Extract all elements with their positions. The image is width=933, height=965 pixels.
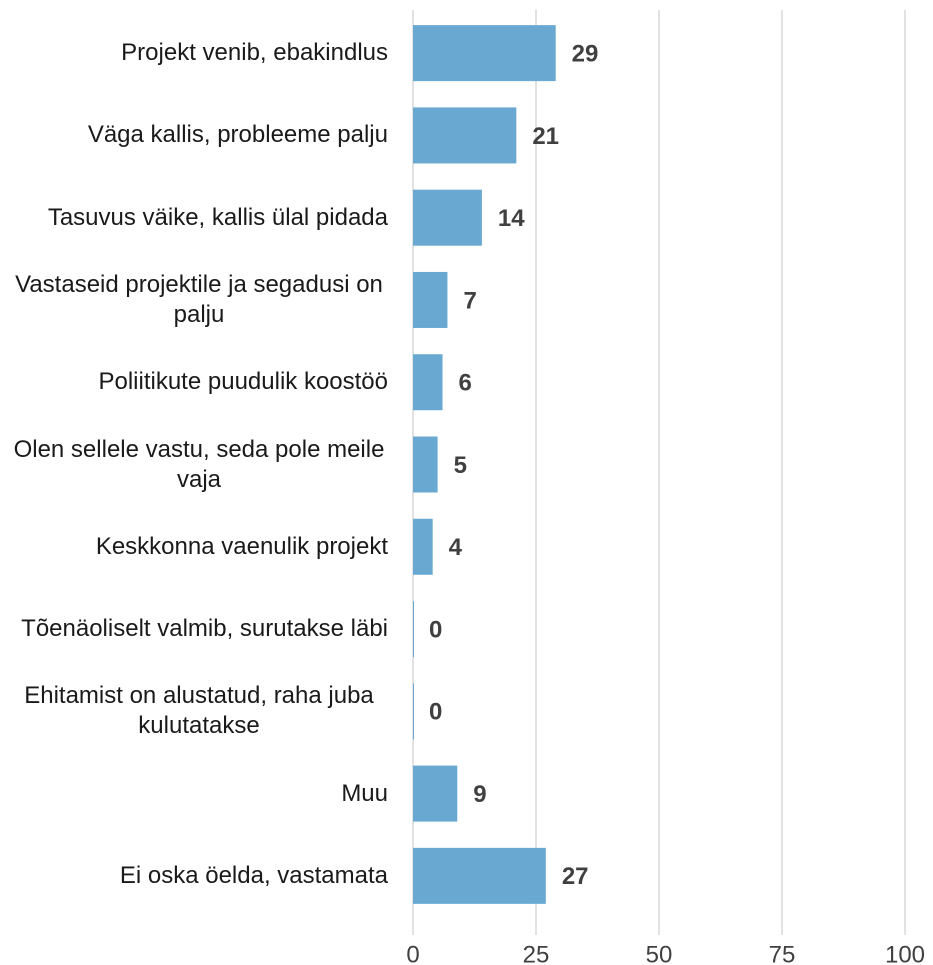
category-label: Tõenäoliselt valmib, surutakse läbi [21, 615, 388, 643]
bar [413, 271, 448, 328]
value-label: 6 [459, 370, 472, 397]
category-label: Keskkonna vaenulik projekt [95, 532, 388, 560]
category-label: Olen sellele vastu, seda pole meile vaja [13, 435, 385, 493]
value-label: 27 [562, 863, 589, 890]
value-label: 21 [532, 123, 559, 150]
value-label: 4 [449, 534, 463, 561]
x-tick-label: 100 [885, 941, 925, 965]
bar [413, 847, 546, 904]
value-label: 0 [429, 616, 442, 643]
value-label: 5 [454, 452, 467, 479]
category-label: Muu [341, 779, 388, 807]
category-label: Ehitamist on alustatud, raha juba kuluta… [24, 682, 374, 740]
bar [413, 354, 443, 411]
bar [413, 436, 438, 493]
category-label: Poliitikute puudulik koostöö [98, 368, 388, 396]
x-tick-label: 75 [769, 941, 796, 965]
category-label: Projekt venib, ebakindlus [121, 39, 388, 67]
value-label: 29 [572, 40, 599, 67]
value-label: 9 [473, 781, 486, 808]
bar [413, 189, 482, 246]
value-label: 7 [463, 287, 476, 314]
x-tick-label: 50 [646, 941, 673, 965]
bar [413, 107, 517, 164]
x-tick-label: 25 [523, 941, 550, 965]
value-label: 0 [429, 699, 442, 726]
bar [413, 518, 433, 575]
bar [413, 25, 556, 82]
category-label: Väga kallis, probleeme palju [87, 121, 388, 149]
bar [413, 683, 414, 740]
category-label: Tasuvus väike, kallis ülal pidada [47, 203, 388, 231]
category-label: Ei oska öelda, vastamata [119, 861, 388, 889]
bar [413, 601, 414, 658]
category-label: Vastaseid projektile ja segadusi on palj… [15, 270, 383, 328]
value-label: 14 [498, 205, 525, 232]
x-tick-label: 0 [406, 941, 419, 965]
bar [413, 765, 458, 822]
